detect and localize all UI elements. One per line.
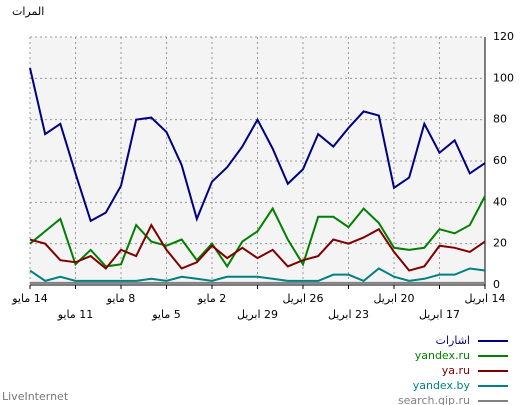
legend-label: yandex.ru [415, 349, 470, 362]
x-tick-label: 23 ابريل [328, 308, 369, 321]
brand: LiveInternet [2, 390, 69, 403]
y-tick-label: 80 [493, 113, 507, 126]
legend-label: اشارات [436, 334, 470, 347]
y-tick-label: 120 [493, 30, 514, 43]
series-line [29, 195, 486, 269]
x-tick-label: 5 مايو [151, 308, 180, 321]
legend-label: ya.ru [442, 364, 470, 377]
x-tick-label: 2 مايو [197, 292, 226, 305]
series-line [29, 67, 486, 223]
x-tick-label: 26 ابريل [282, 292, 323, 305]
x-tick-label: 20 ابريل [373, 292, 414, 305]
x-tick-label: 14 مايو [11, 292, 47, 305]
y-tick-label: 40 [493, 195, 507, 208]
legend-label: yandex.by [413, 379, 471, 392]
x-tick-label: 29 ابريل [237, 308, 278, 321]
y-tick-label: 60 [493, 154, 507, 167]
x-tick-label: 17 ابريل [419, 308, 460, 321]
x-tick-label: 11 مايو [57, 308, 93, 321]
y-tick-label: 100 [493, 71, 514, 84]
x-tick-label: 14 ابريل [464, 292, 505, 305]
x-tick-label: 8 مايو [106, 292, 135, 305]
legend-label: search.qip.ru [398, 394, 470, 405]
y-tick-label: 0 [493, 278, 500, 291]
y-axis-label: المرات [12, 5, 44, 18]
series-line [29, 267, 486, 283]
y-tick-label: 20 [493, 237, 507, 250]
series-line [29, 222, 486, 272]
